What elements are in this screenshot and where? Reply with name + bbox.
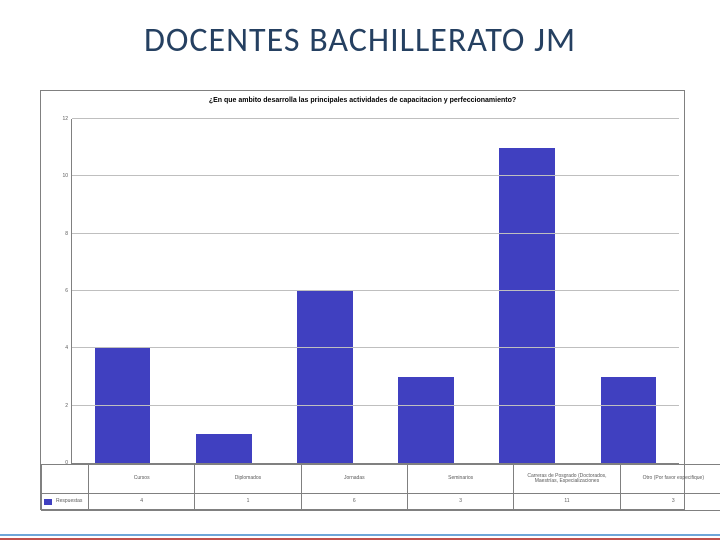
- table-row-values: Respuestas 4163113: [42, 493, 720, 510]
- value-cell: 1: [195, 493, 301, 510]
- bar-slot: [173, 119, 274, 463]
- category-label: Diplomados: [195, 465, 301, 494]
- bar-slot: [477, 119, 578, 463]
- category-label: Jornadas: [301, 465, 407, 494]
- chart-title: ¿En que ambito desarrolla las principale…: [41, 97, 684, 104]
- gridline: [72, 175, 679, 176]
- series-label-text: Respuestas: [56, 498, 82, 504]
- gridline: [72, 118, 679, 119]
- table-row-categories: CursosDiplomadosJornadasSeminariosCarrer…: [42, 465, 720, 494]
- category-label: Seminarios: [407, 465, 513, 494]
- y-tick-label: 6: [65, 288, 72, 294]
- category-label: Carreras de Posgrado (Doctorados, Maestr…: [514, 465, 620, 494]
- category-label: Otro (Por favor especifique): [620, 465, 720, 494]
- y-tick-label: 10: [62, 173, 72, 179]
- bar: [95, 348, 151, 463]
- y-tick-label: 4: [65, 345, 72, 351]
- decorative-underline: [0, 532, 720, 540]
- value-cell: 11: [514, 493, 620, 510]
- bar-slot: [72, 119, 173, 463]
- chart-data-table: CursosDiplomadosJornadasSeminariosCarrer…: [41, 464, 720, 511]
- legend-swatch: [44, 499, 52, 505]
- gridline: [72, 233, 679, 234]
- bar-slot: [274, 119, 375, 463]
- gridline: [72, 347, 679, 348]
- chart-plot-area: 024681012: [71, 119, 679, 464]
- bar-slot: [578, 119, 679, 463]
- table-series-label: Respuestas: [42, 493, 89, 510]
- value-cell: 3: [620, 493, 720, 510]
- value-cell: 6: [301, 493, 407, 510]
- y-tick-label: 12: [62, 116, 72, 122]
- bar: [398, 377, 454, 463]
- y-tick-label: 2: [65, 403, 72, 409]
- bar-slot: [376, 119, 477, 463]
- table-header-blank: [42, 465, 89, 494]
- gridline: [72, 405, 679, 406]
- bar: [297, 291, 353, 463]
- category-label: Cursos: [89, 465, 195, 494]
- slide: DOCENTES BACHILLERATO JM ¿En que ambito …: [0, 0, 720, 540]
- bar-group: [72, 119, 679, 463]
- bar: [601, 377, 657, 463]
- y-tick-label: 8: [65, 231, 72, 237]
- bar: [196, 434, 252, 463]
- page-title: DOCENTES BACHILLERATO JM: [0, 20, 720, 61]
- value-cell: 4: [89, 493, 195, 510]
- gridline: [72, 290, 679, 291]
- chart-container: ¿En que ambito desarrolla las principale…: [40, 90, 685, 510]
- bar: [499, 148, 555, 463]
- value-cell: 3: [407, 493, 513, 510]
